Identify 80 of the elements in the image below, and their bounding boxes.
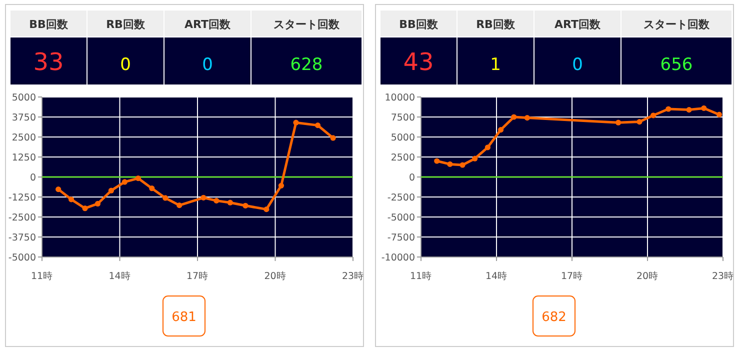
y-tick-label: 0 xyxy=(408,172,415,184)
x-tick-label: 20時 xyxy=(636,270,659,282)
x-tick-label: 17時 xyxy=(186,270,209,282)
y-tick-label: 1250 xyxy=(12,152,36,164)
text: 1 xyxy=(490,55,501,75)
point xyxy=(447,161,453,167)
point xyxy=(686,107,692,113)
text: 0 xyxy=(572,55,583,75)
y-tick-label: 3750 xyxy=(12,112,36,124)
y-tick-label: 7500 xyxy=(390,112,415,124)
point xyxy=(68,196,74,202)
point xyxy=(176,202,182,208)
point xyxy=(242,202,248,208)
point xyxy=(484,144,490,150)
point xyxy=(701,105,707,111)
text: RB回数 xyxy=(476,18,516,31)
point xyxy=(666,106,672,112)
point xyxy=(278,182,284,188)
y-tick-label: -5000 xyxy=(387,212,415,224)
text: 43 xyxy=(403,48,434,76)
point xyxy=(56,186,62,192)
text: BB回数 xyxy=(399,18,439,31)
text: ART回数 xyxy=(184,18,232,31)
point xyxy=(636,119,642,125)
point xyxy=(524,115,530,121)
point xyxy=(650,112,656,118)
point xyxy=(293,120,299,126)
point xyxy=(200,194,206,200)
y-tick-label: 2500 xyxy=(12,132,36,144)
y-tick-label: -7500 xyxy=(387,232,415,244)
text: 681 xyxy=(172,310,196,325)
point xyxy=(716,112,722,118)
x-tick-label: 23時 xyxy=(342,270,364,282)
text: スタート回数 xyxy=(274,18,340,31)
y-tick-label: -3750 xyxy=(8,232,36,244)
y-tick-label: 5000 xyxy=(12,92,36,104)
y-tick-label: 5000 xyxy=(390,132,415,144)
text: 656 xyxy=(660,55,693,75)
text: 682 xyxy=(542,310,566,325)
y-tick-label: -2500 xyxy=(8,212,36,224)
point xyxy=(511,114,517,120)
point xyxy=(108,188,114,194)
text: BB回数 xyxy=(29,18,69,31)
point xyxy=(94,200,101,207)
text: 33 xyxy=(33,48,64,76)
x-tick-label: 11時 xyxy=(410,270,432,282)
x-tick-label: 14時 xyxy=(485,270,508,282)
text: 0 xyxy=(202,55,213,75)
y-tick-label: 10000 xyxy=(384,92,415,104)
point xyxy=(314,122,321,128)
text: RB回数 xyxy=(106,18,146,31)
point xyxy=(162,195,168,201)
point xyxy=(227,200,233,206)
x-tick-label: 17時 xyxy=(560,270,584,282)
point xyxy=(149,186,155,192)
point xyxy=(122,179,128,185)
point xyxy=(264,206,270,212)
y-tick-label: -5000 xyxy=(8,252,36,264)
y-tick-label: 2500 xyxy=(390,152,415,164)
point xyxy=(82,206,88,212)
y-tick-label: -1250 xyxy=(8,192,36,204)
text: 0 xyxy=(120,55,131,75)
point xyxy=(434,158,440,164)
point xyxy=(330,135,336,141)
x-tick-label: 14時 xyxy=(108,270,131,282)
text: スタート回数 xyxy=(644,18,710,31)
x-tick-label: 20時 xyxy=(264,270,286,282)
point xyxy=(214,198,220,204)
text: ART回数 xyxy=(554,18,602,31)
y-tick-label: -2500 xyxy=(387,192,415,204)
y-tick-label: -10000 xyxy=(381,252,415,264)
point xyxy=(472,156,478,162)
x-tick-label: 23時 xyxy=(712,270,734,282)
point xyxy=(616,120,622,126)
text: 628 xyxy=(290,55,323,75)
point xyxy=(460,162,466,168)
point xyxy=(135,175,141,182)
point xyxy=(498,127,504,133)
x-tick-label: 11時 xyxy=(30,270,54,282)
y-tick-label: 0 xyxy=(30,172,36,184)
